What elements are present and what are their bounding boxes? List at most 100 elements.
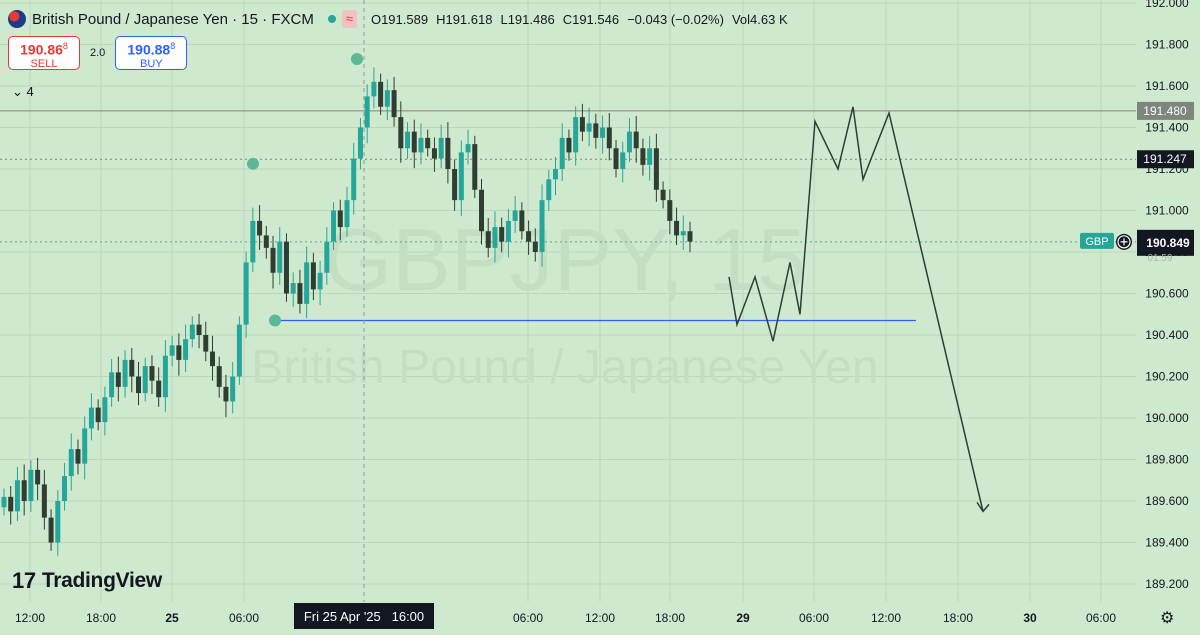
svg-text:191.247: 191.247 <box>1143 152 1187 166</box>
x-tick-label: 29 <box>736 611 750 625</box>
candle <box>109 359 115 407</box>
y-tick-label: 191.600 <box>1145 79 1189 93</box>
sell-button[interactable]: 190.868 SELL <box>8 36 80 70</box>
symbol-header: British Pound / Japanese Yen · 15 · FXCM… <box>8 8 788 30</box>
candle <box>223 374 229 418</box>
y-tick-label: 190.200 <box>1145 370 1189 384</box>
y-tick-label: 189.800 <box>1145 453 1189 467</box>
candle <box>162 339 168 412</box>
y-tick-label: 192.000 <box>1145 0 1189 10</box>
price-label: 191.247 <box>1137 150 1194 169</box>
countdown-label: 01:59 <box>1147 253 1172 264</box>
candle <box>169 335 175 367</box>
candle <box>129 347 135 393</box>
price-label: 191.480 <box>1137 101 1194 120</box>
x-tick-label: 18:00 <box>86 611 116 625</box>
candle <box>653 133 659 202</box>
candle <box>88 393 94 441</box>
marker-point[interactable] <box>351 53 363 66</box>
candle <box>647 136 653 181</box>
candle <box>398 101 404 163</box>
marker-points[interactable] <box>247 53 363 327</box>
candle <box>593 113 599 149</box>
candle <box>364 84 370 144</box>
open-value: O191.589 <box>370 11 429 27</box>
x-tick-label: 12:00 <box>15 611 45 625</box>
candle <box>600 115 606 154</box>
buy-button[interactable]: 190.888 BUY <box>115 36 188 70</box>
candle <box>115 356 121 402</box>
candle <box>55 490 61 556</box>
candle <box>75 439 81 475</box>
candle <box>236 316 242 385</box>
buy-price: 190.88 <box>127 41 171 58</box>
x-tick-label: 06:00 <box>229 611 259 625</box>
y-tick-label: 189.600 <box>1145 494 1189 508</box>
indicators-toggle[interactable]: ⌄ 4 <box>12 84 34 99</box>
candle <box>317 260 323 306</box>
candle <box>68 433 74 491</box>
candle <box>405 122 411 160</box>
flag-icon <box>8 10 26 28</box>
candle <box>445 122 451 184</box>
wave-icon[interactable]: ≈ <box>341 10 357 28</box>
y-tick-label: 189.200 <box>1145 577 1189 591</box>
candle <box>566 129 572 161</box>
candle <box>142 357 148 402</box>
tradingview-logo[interactable]: 17 TradingView <box>12 568 162 594</box>
candle <box>35 457 41 501</box>
trade-panel: 190.868 SELL 2.0 190.888 BUY <box>8 36 188 70</box>
candle <box>243 251 249 338</box>
close-value: C191.546 <box>562 11 620 27</box>
candle <box>14 466 20 521</box>
candle <box>149 355 155 394</box>
candle <box>1 488 7 516</box>
candle <box>230 361 236 414</box>
candle <box>452 159 458 211</box>
candle <box>472 135 478 199</box>
candle <box>674 207 680 245</box>
candle <box>586 107 592 147</box>
candle <box>324 227 330 285</box>
candle <box>465 129 471 165</box>
candle <box>418 123 424 165</box>
marker-point[interactable] <box>247 157 259 170</box>
watermark-symbol: GBPJPY, 15 <box>324 210 807 309</box>
symbol-title[interactable]: British Pound / Japanese Yen · 15 · FXCM <box>32 10 314 28</box>
y-tick-label: 191.400 <box>1145 121 1189 135</box>
buy-price-sup: 8 <box>170 41 176 51</box>
candle <box>378 73 384 116</box>
candle <box>458 140 464 216</box>
candle <box>102 386 108 436</box>
candle <box>196 313 202 349</box>
x-axis: 12:00 18:00 25 06:00 06:00 12:00 18:00 29 06:00 1… <box>15 611 1116 625</box>
settings-gear-icon[interactable]: ⚙ <box>1160 610 1175 627</box>
candle <box>337 199 343 241</box>
watermark-name: British Pound / Japanese Yen <box>251 341 878 394</box>
candle <box>519 202 525 240</box>
candle <box>633 115 639 163</box>
candle <box>505 208 511 258</box>
tradingview-logo-icon: 17 <box>12 568 36 593</box>
x-tick-label: 25 <box>165 611 179 625</box>
candle <box>613 139 619 178</box>
candle <box>626 118 632 162</box>
y-axis: 192.000191.800191.600191.400191.200191.0… <box>1145 0 1189 591</box>
y-tick-label: 190.400 <box>1145 328 1189 342</box>
candle <box>263 225 269 259</box>
candle <box>209 335 215 381</box>
candle <box>667 189 673 235</box>
candle <box>680 215 686 250</box>
symbol-badge[interactable]: GBP <box>1080 232 1114 249</box>
price-labels: 191.480 191.247 190.849 01:59 GBP <box>1080 101 1194 264</box>
candle <box>41 469 47 530</box>
y-tick-label: 190.000 <box>1145 411 1189 425</box>
candle <box>499 217 505 253</box>
add-alert-plus-icon[interactable] <box>1116 233 1132 250</box>
candle <box>438 124 444 169</box>
candle <box>573 106 579 166</box>
projection-path[interactable] <box>728 106 984 512</box>
candle <box>122 350 128 398</box>
marker-point[interactable] <box>269 314 281 327</box>
